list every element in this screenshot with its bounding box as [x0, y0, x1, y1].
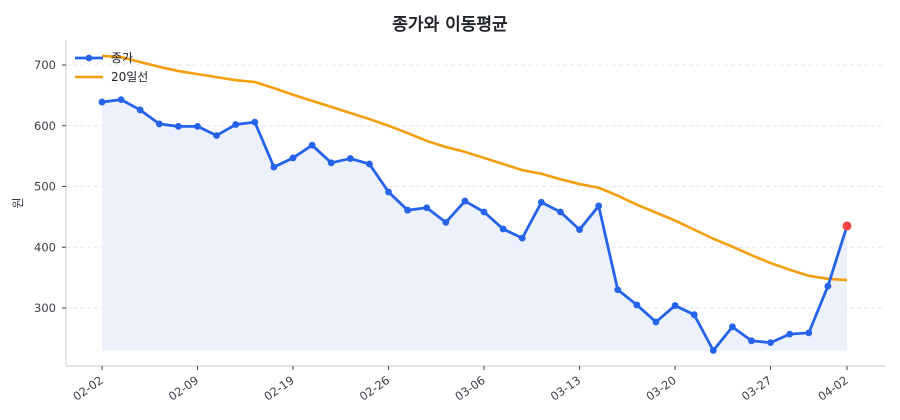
close-marker — [136, 106, 144, 114]
close-marker — [786, 330, 794, 338]
x-tick-label: 03-27 — [739, 373, 774, 404]
close-marker — [175, 122, 182, 130]
close-marker — [633, 301, 641, 309]
close-marker — [728, 323, 736, 331]
close-area-fill — [102, 99, 847, 351]
y-axis-label: 원 — [11, 197, 25, 208]
x-tick-label: 03-06 — [452, 373, 487, 404]
close-marker — [518, 234, 526, 242]
close-marker — [709, 347, 717, 354]
x-tick-label: 03-13 — [548, 373, 583, 404]
close-marker — [404, 206, 412, 214]
close-marker — [327, 159, 335, 167]
x-tick-label: 02-26 — [357, 373, 392, 404]
close-marker — [442, 218, 450, 226]
x-tick-label: 03-20 — [643, 373, 678, 404]
close-marker — [690, 311, 698, 319]
close-marker — [671, 302, 679, 309]
close-marker — [423, 204, 431, 212]
close-marker — [576, 226, 583, 234]
x-tick-label: 02-19 — [261, 373, 296, 404]
y-tick-label: 700 — [34, 58, 56, 72]
close-marker — [155, 120, 163, 128]
close-marker — [748, 337, 755, 345]
close-marker — [308, 141, 316, 149]
x-tick-label: 02-02 — [70, 373, 105, 404]
close-marker — [98, 98, 106, 106]
last-close-marker — [842, 221, 852, 231]
y-tick-label: 300 — [34, 301, 56, 315]
close-marker — [289, 154, 297, 162]
close-marker — [537, 198, 545, 206]
close-line — [101, 98, 849, 352]
close-marker — [805, 329, 813, 337]
close-marker — [232, 121, 240, 128]
legend: 종가 20일선 — [75, 51, 148, 84]
ma20-line — [101, 54, 848, 282]
close-marker — [251, 118, 259, 126]
close-marker — [194, 122, 201, 130]
x-tick-label: 04-02 — [815, 373, 850, 404]
close-marker — [346, 155, 354, 162]
close-marker — [652, 318, 660, 326]
x-tick-label: 02-09 — [166, 373, 201, 404]
y-tick-label: 400 — [34, 240, 56, 254]
close-marker — [270, 163, 278, 171]
legend-close-label: 종가 — [111, 51, 133, 65]
close-marker — [595, 202, 603, 210]
legend-close-marker — [85, 54, 93, 62]
close-marker — [614, 286, 622, 294]
legend-ma-label: 20일선 — [111, 70, 148, 84]
close-marker — [767, 339, 774, 347]
close-marker — [557, 208, 564, 216]
y-tick-label: 500 — [34, 180, 56, 194]
chart-title: 종가와 이동평균 — [392, 15, 508, 35]
close-marker — [824, 282, 832, 290]
close-marker — [117, 96, 125, 104]
close-marker — [366, 160, 373, 168]
close-marker — [213, 132, 221, 139]
close-marker — [461, 197, 469, 205]
close-marker — [385, 188, 392, 196]
close-marker — [499, 225, 507, 233]
y-tick-label: 600 — [34, 119, 56, 133]
close-marker — [480, 208, 488, 216]
